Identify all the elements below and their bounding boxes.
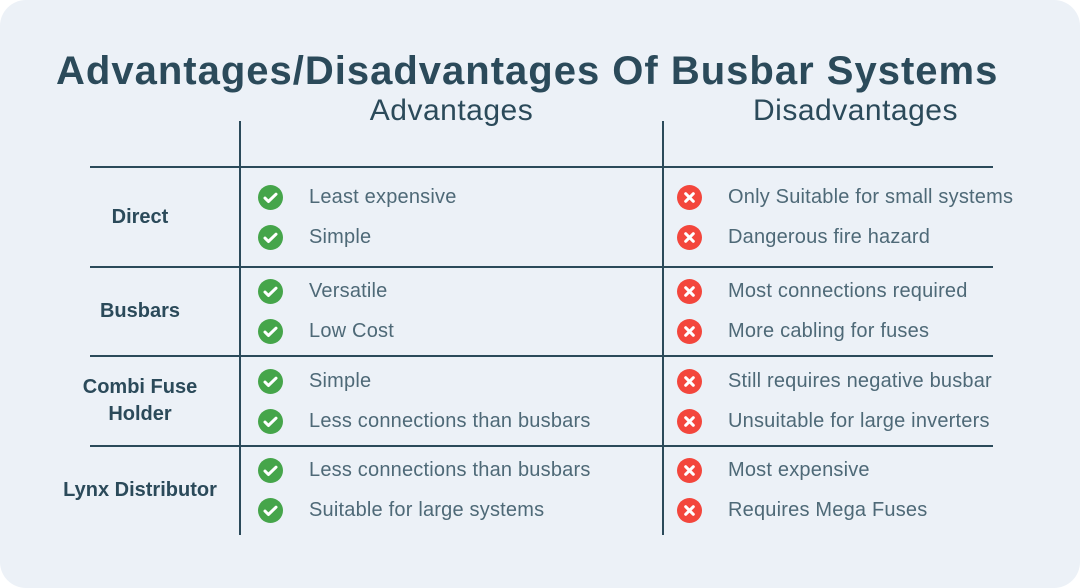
disadvantage-text: Only Suitable for small systems: [728, 185, 1014, 208]
table-row-direct: Direct Least expensive Simple Only: [40, 167, 1050, 267]
advantages-cell: Least expensive Simple: [240, 167, 663, 267]
disadvantage-text: Requires Mega Fuses: [728, 499, 928, 521]
advantage-item: Low Cost: [258, 319, 663, 344]
disadvantage-text: Still requires negative busbar: [728, 369, 992, 392]
table-row-lynx-distributor: Lynx Distributor Less connections than b…: [40, 446, 1050, 535]
disadvantages-cell: Most connections required More cabling f…: [663, 267, 1050, 356]
x-circle-icon: [677, 368, 702, 394]
row-label: Busbars: [40, 267, 240, 356]
disadvantage-text: Most expensive: [728, 459, 870, 481]
advantages-cell: Less connections than busbars Suitable f…: [240, 446, 663, 535]
disadvantage-item: Most connections required: [677, 279, 1050, 304]
disadvantage-item: Requires Mega Fuses: [677, 498, 1050, 523]
column-header-disadvantages: Disadvantages: [753, 94, 958, 127]
advantage-item: Less connections than busbars: [258, 458, 663, 483]
x-circle-icon: [677, 184, 702, 210]
advantage-text: Least expensive: [309, 185, 457, 208]
x-circle-icon: [677, 498, 702, 523]
disadvantage-item: Unsuitable for large inverters: [677, 408, 1050, 434]
check-circle-icon: [258, 458, 283, 483]
disadvantage-item: Only Suitable for small systems: [677, 184, 1050, 210]
advantage-item: Versatile: [258, 279, 663, 304]
advantage-text: Versatile: [309, 280, 388, 302]
row-divider: [90, 166, 993, 168]
advantage-item: Least expensive: [258, 184, 663, 210]
row-divider: [90, 445, 993, 447]
row-label-text: Busbars: [99, 300, 181, 322]
comparison-table: Direct Least expensive Simple Only: [40, 121, 1050, 535]
page-title: Advantages/Disadvantages Of Busbar Syste…: [56, 48, 999, 93]
advantages-cell: Simple Less connections than busbars: [240, 356, 663, 446]
advantage-text: Suitable for large systems: [309, 499, 545, 521]
x-circle-icon: [677, 279, 702, 304]
disadvantage-item: More cabling for fuses: [677, 319, 1050, 344]
row-label: Lynx Distributor: [40, 446, 240, 535]
disadvantage-text: More cabling for fuses: [728, 320, 930, 342]
table-row-combi-fuse-holder: Combi Fuse Holder Simple Less connection…: [40, 356, 1050, 446]
row-label-text: Lynx Distributor: [63, 479, 217, 501]
advantage-item: Simple: [258, 224, 663, 250]
x-circle-icon: [677, 408, 702, 434]
check-circle-icon: [258, 319, 283, 344]
disadvantage-item: Still requires negative busbar: [677, 368, 1050, 394]
table-row-busbars: Busbars Versatile Low Cost Most co: [40, 267, 1050, 356]
check-circle-icon: [258, 184, 283, 210]
check-circle-icon: [258, 368, 283, 394]
advantage-item: Less connections than busbars: [258, 408, 663, 434]
row-label: Combi Fuse Holder: [40, 356, 240, 446]
advantage-text: Simple: [309, 369, 372, 392]
column-divider-left: [239, 121, 241, 535]
disadvantages-cell: Still requires negative busbar Unsuitabl…: [663, 356, 1050, 446]
advantage-item: Simple: [258, 368, 663, 394]
x-circle-icon: [677, 458, 702, 483]
disadvantage-item: Most expensive: [677, 458, 1050, 483]
row-label: Direct: [40, 167, 240, 267]
x-circle-icon: [677, 319, 702, 344]
disadvantages-cell: Only Suitable for small systems Dangerou…: [663, 167, 1050, 267]
check-circle-icon: [258, 408, 283, 434]
table-rows: Direct Least expensive Simple Only: [40, 167, 1050, 535]
check-circle-icon: [258, 498, 283, 523]
disadvantage-text: Dangerous fire hazard: [728, 225, 931, 248]
x-circle-icon: [677, 224, 702, 250]
advantage-text: Less connections than busbars: [309, 409, 591, 432]
row-label-text: Direct: [111, 205, 169, 228]
advantage-item: Suitable for large systems: [258, 498, 663, 523]
column-header-advantages: Advantages: [369, 94, 534, 127]
disadvantages-cell: Most expensive Requires Mega Fuses: [663, 446, 1050, 535]
advantage-text: Less connections than busbars: [309, 459, 591, 481]
advantage-text: Low Cost: [309, 320, 394, 342]
advantage-text: Simple: [309, 225, 372, 248]
check-circle-icon: [258, 279, 283, 304]
row-label-text: Combi Fuse Holder: [82, 376, 198, 425]
check-circle-icon: [258, 224, 283, 250]
disadvantage-text: Most connections required: [728, 280, 968, 302]
row-divider: [90, 266, 993, 268]
disadvantage-text: Unsuitable for large inverters: [728, 409, 990, 432]
disadvantage-item: Dangerous fire hazard: [677, 224, 1050, 250]
column-divider-right: [662, 121, 664, 535]
advantages-cell: Versatile Low Cost: [240, 267, 663, 356]
row-divider: [90, 355, 993, 357]
